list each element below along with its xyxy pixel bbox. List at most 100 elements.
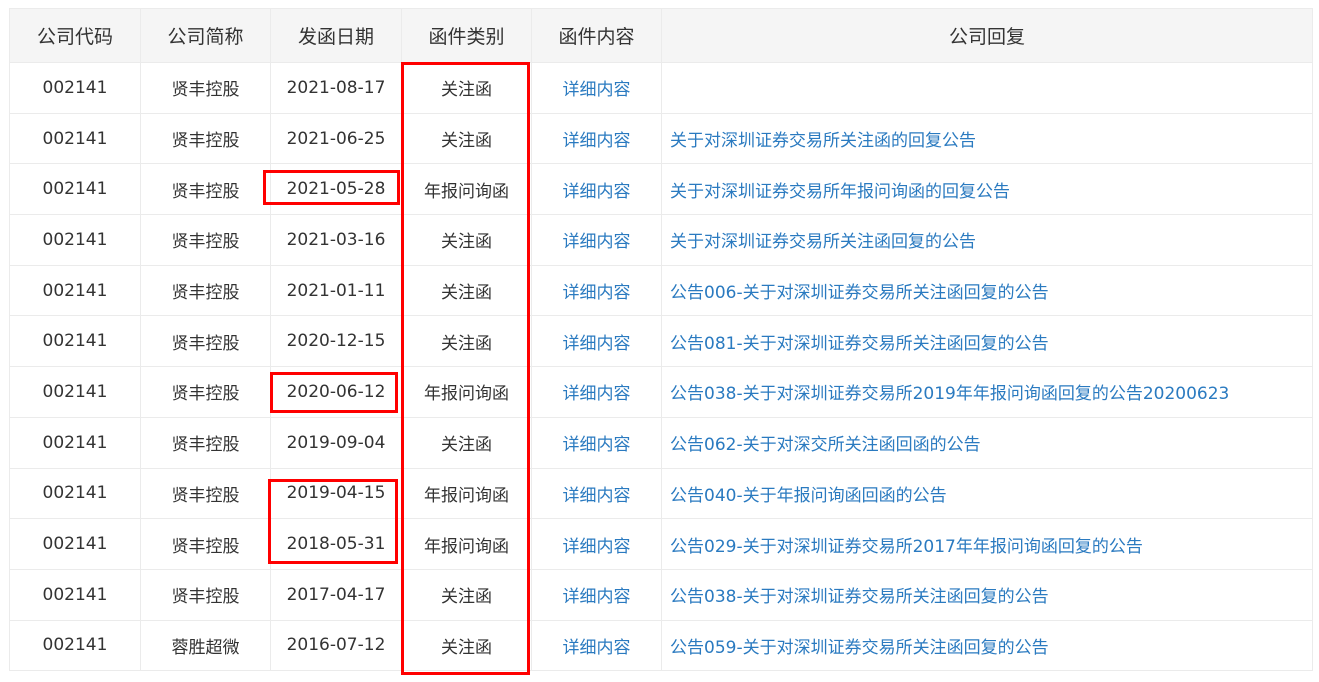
detail-content-cell: 详细内容 xyxy=(531,416,662,469)
company-code-cell: 002141 xyxy=(9,112,141,165)
company-reply-cell: 公告038-关于对深圳证券交易所2019年年报问询函回复的公告20200623 xyxy=(661,366,1313,418)
header-letter-date: 发函日期 xyxy=(270,8,402,63)
detail-content-link[interactable]: 详细内容 xyxy=(562,131,631,152)
letter-date-cell: 2020-12-15 xyxy=(270,315,402,368)
detail-content-link[interactable]: 详细内容 xyxy=(562,435,631,456)
table-row: 002141 贤丰控股 2019-09-04 关注函 详细内容 公告062-关于对深交所关… xyxy=(9,416,1313,469)
company-reply-cell: 公告059-关于对深圳证券交易所关注函回复的公告 xyxy=(661,619,1313,672)
letter-type: 关注函 xyxy=(441,587,492,608)
company-code-cell: 002141 xyxy=(9,315,141,368)
detail-content-cell: 详细内容 xyxy=(531,619,662,672)
company-name: 贤丰控股 xyxy=(171,80,240,101)
company-code-cell: 002141 xyxy=(9,416,141,469)
letter-type-cell: 年报问询函 xyxy=(401,518,532,570)
company-reply-link[interactable]: 公告059-关于对深圳证券交易所关注函回复的公告 xyxy=(670,637,1049,658)
letter-date: 2019-04-15 xyxy=(286,483,386,504)
letter-date-cell: 2021-05-28 xyxy=(270,163,402,216)
company-reply-link[interactable]: 公告038-关于对深圳证券交易所关注函回复的公告 xyxy=(670,587,1049,608)
letter-date: 2021-05-28 xyxy=(286,179,386,200)
company-code: 002141 xyxy=(42,432,108,453)
detail-content-link[interactable]: 详细内容 xyxy=(562,333,631,354)
table-row: 002141 贤丰控股 2021-08-17 关注函 详细内容 xyxy=(9,62,1313,114)
detail-content-cell: 详细内容 xyxy=(531,366,662,418)
company-name-cell: 贤丰控股 xyxy=(140,214,271,266)
letter-type-cell: 关注函 xyxy=(401,315,532,368)
company-name: 贤丰控股 xyxy=(171,333,240,354)
company-name: 贤丰控股 xyxy=(171,536,240,557)
detail-content-link[interactable]: 详细内容 xyxy=(562,485,631,506)
table-row: 002141 贤丰控股 2020-12-15 关注函 详细内容 公告081-关于对深圳证券… xyxy=(9,315,1313,368)
letter-date: 2017-04-17 xyxy=(286,584,386,605)
company-code: 002141 xyxy=(42,128,108,149)
company-code: 002141 xyxy=(42,77,108,98)
header-company-name: 公司简称 xyxy=(140,8,271,63)
table-row: 002141 贤丰控股 2018-05-31 年报问询函 详细内容 公告029-关于对深圳… xyxy=(9,518,1313,570)
letter-type: 年报问询函 xyxy=(424,536,509,557)
letter-date: 2021-06-25 xyxy=(286,128,386,149)
company-reply-cell: 公告040-关于年报问询函回函的公告 xyxy=(661,467,1313,520)
company-reply-link[interactable]: 公告081-关于对深圳证券交易所关注函回复的公告 xyxy=(670,333,1049,354)
company-code: 002141 xyxy=(42,229,108,250)
detail-content-link[interactable]: 详细内容 xyxy=(562,181,631,202)
letter-date-cell: 2019-04-15 xyxy=(270,467,402,520)
letter-type-cell: 关注函 xyxy=(401,264,532,317)
company-code: 002141 xyxy=(42,331,108,352)
company-name-cell: 蓉胜超微 xyxy=(140,619,271,672)
detail-content-cell: 详细内容 xyxy=(531,264,662,317)
letter-date-cell: 2021-06-25 xyxy=(270,112,402,165)
company-name-cell: 贤丰控股 xyxy=(140,366,271,418)
letter-type: 关注函 xyxy=(441,283,492,304)
table-row: 002141 贤丰控股 2020-06-12 年报问询函 详细内容 公告038-关于对深圳… xyxy=(9,366,1313,418)
company-code-cell: 002141 xyxy=(9,62,141,114)
company-reply-link[interactable]: 公告029-关于对深圳证券交易所2017年年报问询函回复的公告 xyxy=(670,536,1143,557)
table-row: 002141 蓉胜超微 2016-07-12 关注函 详细内容 公告059-关于对深圳证券… xyxy=(9,619,1313,672)
detail-content-cell: 详细内容 xyxy=(531,62,662,114)
detail-content-link[interactable]: 详细内容 xyxy=(562,232,631,253)
letter-type: 关注函 xyxy=(441,435,492,456)
company-reply-link[interactable]: 关于对深圳证券交易所关注函回复的公告 xyxy=(670,232,976,253)
company-reply-cell: 关于对深圳证券交易所关注函回复的公告 xyxy=(661,214,1313,266)
detail-content-link[interactable]: 详细内容 xyxy=(562,283,631,304)
table-row: 002141 贤丰控股 2021-05-28 年报问询函 详细内容 关于对深圳证券交易所年… xyxy=(9,163,1313,216)
company-code-cell: 002141 xyxy=(9,467,141,520)
letter-type: 年报问询函 xyxy=(424,485,509,506)
company-reply-link[interactable]: 公告038-关于对深圳证券交易所2019年年报问询函回复的公告20200623 xyxy=(670,384,1230,405)
letter-date-cell: 2020-06-12 xyxy=(270,366,402,418)
company-code-cell: 002141 xyxy=(9,518,141,570)
detail-content-cell: 详细内容 xyxy=(531,112,662,165)
letter-date: 2020-06-12 xyxy=(286,381,386,402)
company-code-cell: 002141 xyxy=(9,264,141,317)
table-row: 002141 贤丰控股 2019-04-15 年报问询函 详细内容 公告040-关于年报问… xyxy=(9,467,1313,520)
letter-type: 关注函 xyxy=(441,333,492,354)
company-name: 贤丰控股 xyxy=(171,283,240,304)
detail-content-link[interactable]: 详细内容 xyxy=(562,536,631,557)
detail-content-link[interactable]: 详细内容 xyxy=(562,637,631,658)
letter-type: 关注函 xyxy=(441,232,492,253)
letter-type-cell: 关注函 xyxy=(401,62,532,114)
letter-type-cell: 关注函 xyxy=(401,568,532,621)
letter-date-cell: 2021-08-17 xyxy=(270,62,402,114)
letter-date: 2021-03-16 xyxy=(286,229,386,250)
detail-content-cell: 详细内容 xyxy=(531,163,662,216)
letter-type: 关注函 xyxy=(441,131,492,152)
detail-content-cell: 详细内容 xyxy=(531,467,662,520)
detail-content-link[interactable]: 详细内容 xyxy=(562,587,631,608)
company-reply-cell: 关于对深圳证券交易所年报问询函的回复公告 xyxy=(661,163,1313,216)
company-reply-cell: 公告006-关于对深圳证券交易所关注函回复的公告 xyxy=(661,264,1313,317)
company-code: 002141 xyxy=(42,280,108,301)
company-name: 贤丰控股 xyxy=(171,232,240,253)
letter-date-cell: 2016-07-12 xyxy=(270,619,402,672)
company-code: 002141 xyxy=(42,381,108,402)
company-name-cell: 贤丰控股 xyxy=(140,264,271,317)
company-code-cell: 002141 xyxy=(9,163,141,216)
detail-content-link[interactable]: 详细内容 xyxy=(562,384,631,405)
company-reply-link[interactable]: 公告006-关于对深圳证券交易所关注函回复的公告 xyxy=(670,283,1049,304)
inquiry-letters-table: 公司代码 公司简称 发函日期 函件类别 函件内容 公司回复 002141 贤丰控股… xyxy=(9,8,1313,672)
company-reply-link[interactable]: 关于对深圳证券交易所年报问询函的回复公告 xyxy=(670,181,1010,202)
table-row: 002141 贤丰控股 2017-04-17 关注函 详细内容 公告038-关于对深圳证券… xyxy=(9,568,1313,621)
company-reply-link[interactable]: 公告040-关于年报问询函回函的公告 xyxy=(670,485,947,506)
table-header-row: 公司代码 公司简称 发函日期 函件类别 函件内容 公司回复 xyxy=(9,8,1313,63)
detail-content-link[interactable]: 详细内容 xyxy=(562,80,631,101)
company-reply-link[interactable]: 关于对深圳证券交易所关注函的回复公告 xyxy=(670,131,976,152)
company-reply-link[interactable]: 公告062-关于对深交所关注函回函的公告 xyxy=(670,435,981,456)
